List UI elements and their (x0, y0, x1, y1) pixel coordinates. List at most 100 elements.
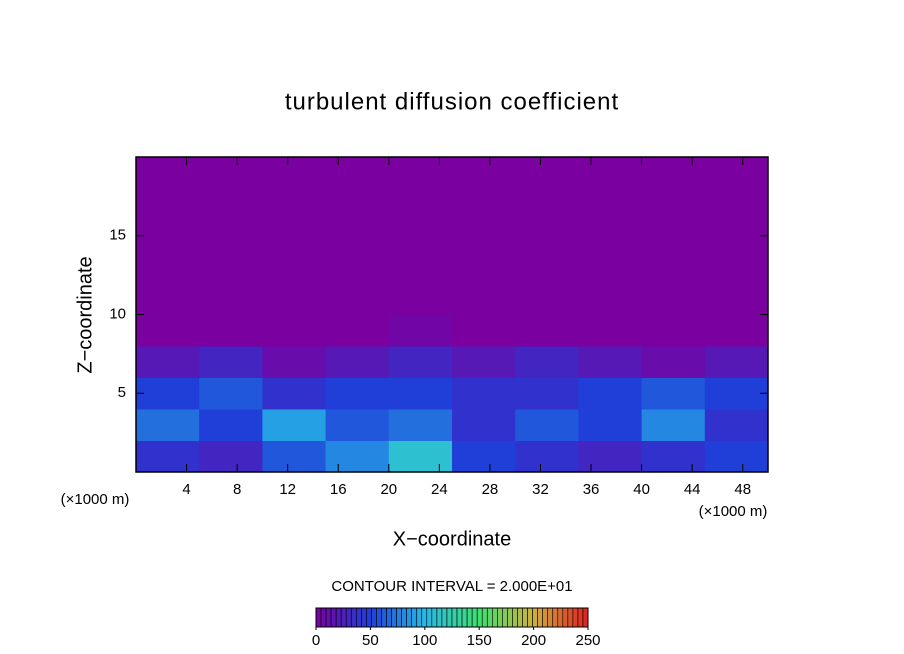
field-cell (262, 440, 327, 473)
field-cell (578, 251, 643, 284)
field-cell (262, 283, 327, 315)
colorbar-cell (315, 607, 322, 628)
field-cell (641, 409, 706, 441)
x-tick-label: 24 (431, 481, 448, 498)
field-cell (325, 409, 390, 441)
colorbar-cell (361, 607, 367, 628)
colorbar-cell (431, 607, 438, 628)
field-cell (388, 220, 453, 252)
field-cell (199, 157, 263, 189)
field-cell (452, 346, 516, 378)
colorbar-cell (582, 607, 589, 628)
colorbar-cell (497, 607, 503, 628)
colorbar-cell (577, 607, 584, 628)
field-cell (452, 188, 516, 221)
field-cell (388, 346, 453, 378)
field-cell (136, 220, 200, 252)
colorbar-cell (537, 607, 543, 628)
y-tick-label: 5 (118, 384, 126, 401)
field-cell (641, 346, 706, 378)
field-cell (262, 314, 327, 347)
colorbar-cell (350, 607, 357, 628)
field-cell (641, 377, 706, 410)
field-cell (325, 440, 390, 473)
x-axis-label: X−coordinate (393, 528, 511, 550)
field-cell (388, 377, 453, 410)
field-cell (704, 251, 769, 284)
field-cell (704, 220, 769, 252)
x-tick-label: 36 (583, 481, 600, 498)
colorbar-cell (366, 607, 372, 628)
field-cell (199, 314, 263, 347)
field-cell (262, 377, 327, 410)
field-cell (199, 188, 263, 221)
field-cell (325, 220, 390, 252)
field-cell (578, 440, 643, 473)
colorbar-cell (502, 607, 508, 628)
colorbar-cell (345, 607, 352, 628)
field-cell (325, 188, 390, 221)
field-cell (325, 377, 390, 410)
colorbar-cell (441, 607, 448, 628)
colorbar-cell (572, 607, 579, 628)
field-cell (641, 440, 706, 473)
colorbar-cell (456, 607, 463, 628)
colorbar-cell (532, 607, 538, 628)
field-cell (704, 409, 769, 441)
field-cell (515, 251, 579, 284)
colorbar-cell (527, 607, 533, 628)
colorbar-cell (330, 607, 337, 628)
field-cell (515, 188, 579, 221)
field-cell (199, 409, 263, 441)
field-cell (578, 314, 643, 347)
field-cell (452, 283, 516, 315)
field-cell (641, 220, 706, 252)
field-cell (641, 251, 706, 284)
field-cell (578, 220, 643, 252)
colorbar-cell (355, 607, 362, 628)
colorbar-cell (391, 607, 397, 628)
field-cell (641, 283, 706, 315)
x-tick-label: 20 (380, 481, 397, 498)
field-cell (325, 314, 390, 347)
field-cell (515, 346, 579, 378)
x-tick-label: 32 (532, 481, 549, 498)
colorbar-cell (471, 607, 478, 628)
field-cell (262, 220, 327, 252)
x-tick-label: 8 (233, 481, 241, 498)
field-cell (515, 157, 579, 189)
field-cell (452, 314, 516, 347)
field-cell (515, 440, 579, 473)
field-cell (325, 346, 390, 378)
colorbar-cell (406, 607, 413, 628)
field-cell (388, 157, 453, 189)
field-cell (388, 440, 453, 473)
field-cell (388, 314, 453, 347)
field-cell (136, 283, 200, 315)
colorbar-cell (340, 607, 347, 628)
colorbar-cell (547, 607, 554, 628)
field-cell (578, 283, 643, 315)
field-cell (515, 409, 579, 441)
colorbar-cell (466, 607, 473, 628)
field-cell (262, 157, 327, 189)
colorbar-cell (557, 607, 564, 628)
colorbar-tick-label: 150 (467, 632, 492, 649)
colorbar-cell (491, 607, 498, 628)
colorbar-cell (476, 607, 483, 628)
colorbar-cell (371, 607, 377, 628)
colorbar-cell (386, 607, 392, 628)
colorbar-cell (517, 607, 523, 628)
colorbar-cell (396, 607, 402, 628)
colorbar-cell (335, 607, 342, 628)
colorbar-cell (567, 607, 574, 628)
colorbar-cell (562, 607, 569, 628)
field-cell (325, 283, 390, 315)
field-cell (452, 220, 516, 252)
x-tick-label: 48 (734, 481, 751, 498)
colorbar-cell (325, 607, 332, 628)
chart-title: turbulent diffusion coefficient (285, 88, 619, 115)
colorbar-tick-label: 200 (521, 632, 546, 649)
field-cell (136, 409, 200, 441)
